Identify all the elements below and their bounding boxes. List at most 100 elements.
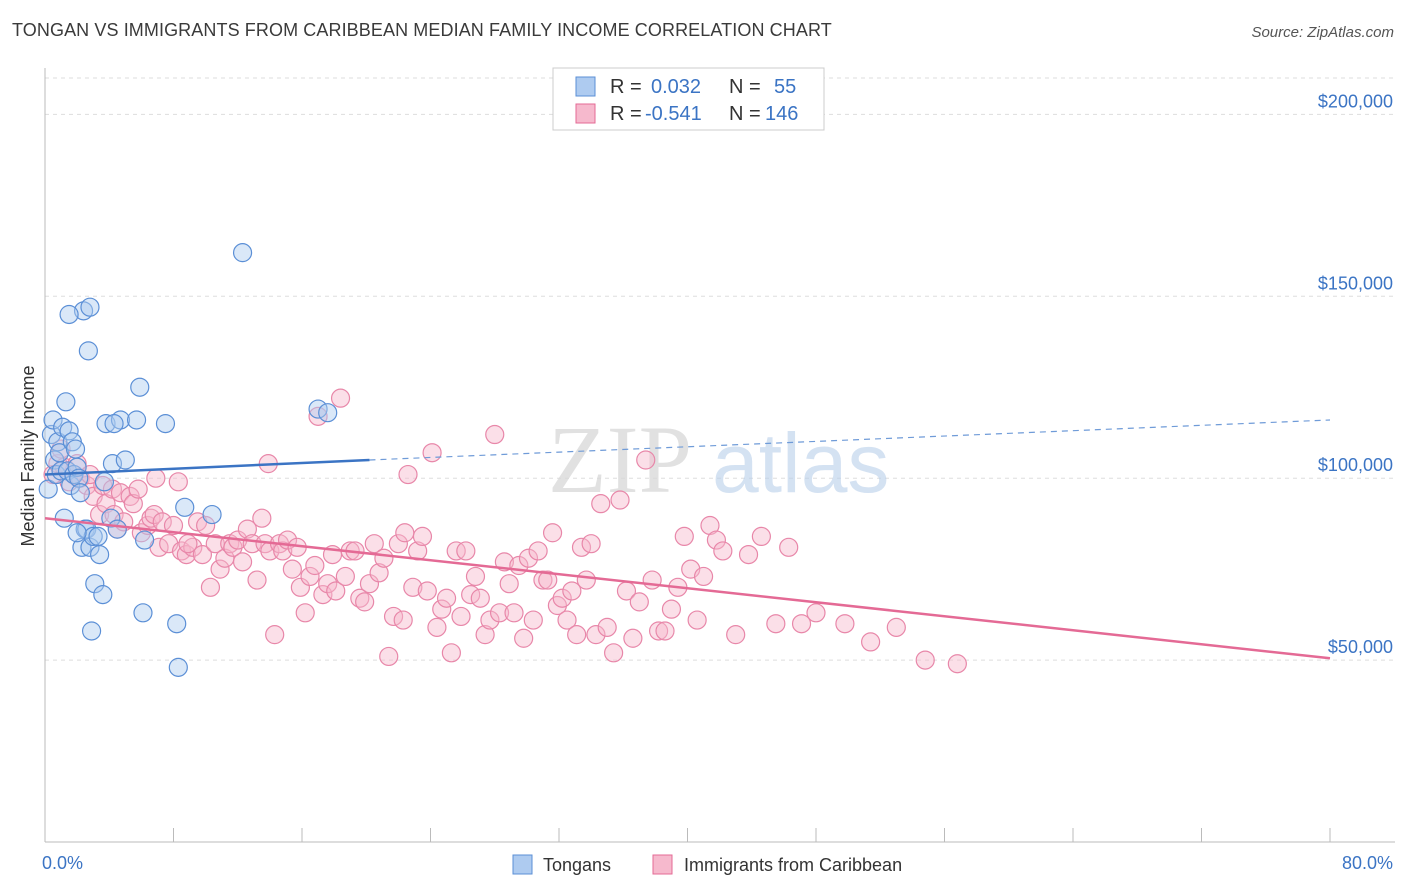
caribbean-point [313,585,333,605]
caribbean-point [364,534,384,554]
caribbean-point [146,468,166,488]
tongans-point [81,621,102,641]
caribbean-point [485,424,505,445]
watermark-atlas: atlas [712,416,889,510]
caribbean-point [441,643,461,663]
tongans-point [90,544,110,565]
axes [44,68,1395,843]
caribbean-point [247,570,267,590]
watermark: ZIP atlas [548,406,889,513]
caribbean-point [886,617,906,637]
caribbean-point [300,566,320,587]
caribbean-point [947,654,967,674]
caribbean-point [557,610,577,630]
caribbean-point [806,603,826,623]
caribbean-point [687,610,707,630]
trend-lines [44,419,1331,660]
tongans-point [115,450,135,470]
legend-r-value-1: 0.032 [651,76,701,98]
tongans-point [85,574,105,594]
tongans-point [43,410,63,430]
caribbean-point [475,625,495,645]
x-tick-label: 0.0% [42,853,83,873]
caribbean-point [693,566,714,587]
caribbean-point [610,490,630,510]
tongans-point [83,526,103,547]
y-tick-label: $200,000 [1318,91,1393,111]
caribbean-point [706,530,727,550]
caribbean-point [461,585,481,605]
caribbean-point [655,621,675,641]
caribbean-point [636,450,656,470]
caribbean-point [591,494,611,514]
tongans-point [80,537,100,557]
caribbean-trend-line [44,516,1331,660]
tongans-point [96,414,116,434]
tongans-point [70,483,90,503]
source-note: Source: ZipAtlas.com [1251,24,1394,41]
tongans-point [104,414,124,434]
caribbean-point [432,599,452,619]
y-tick-label: $50,000 [1328,637,1393,657]
caribbean-point [237,519,257,539]
y-tick-label: $150,000 [1318,273,1393,293]
caribbean-point [451,606,471,627]
tongans-point [308,399,328,419]
chart-title: TONGAN VS IMMIGRANTS FROM CARIBBEAN MEDI… [12,20,832,40]
caribbean-point [465,566,486,587]
tongans-point [93,585,113,605]
caribbean-point [779,537,799,557]
tongans-point [110,410,131,430]
caribbean-point [422,443,442,463]
tongans-point [78,341,98,361]
caribbean-point [252,508,272,528]
y-axis-title: Median Family Income [18,365,38,546]
caribbean-point [290,577,310,597]
caribbean-point [326,581,346,601]
tongans-point [80,297,100,317]
caribbean-point [210,559,230,579]
caribbean-point [586,625,606,645]
caribbean-point [104,504,124,525]
caribbean-point [835,614,855,634]
caribbean-point [123,494,143,514]
caribbean-point [538,570,558,590]
caribbean-point [713,541,733,561]
caribbean-point [295,603,315,623]
caribbean-point [915,650,935,670]
tick-labels: $50,000 $100,000 $150,000 $200,000 0.0% 80.0% [42,91,1393,873]
caribbean-point [308,406,328,426]
caribbean-point [163,515,184,536]
caribbean-point [383,606,404,627]
caribbean-point [571,537,592,557]
legend-n-label-1: N = [729,76,761,98]
tongans-point [61,475,81,496]
series-caribbean-points [43,388,967,674]
caribbean-point [542,523,563,543]
tongans-point [134,530,155,550]
tongans-point [73,301,94,321]
caribbean-point [470,588,490,608]
tongans-point [77,519,97,539]
tongans-point [59,304,79,325]
tongans-point [232,243,253,263]
caribbean-point [518,548,539,568]
caribbean-point [388,534,408,554]
legend-swatch-tongans [575,76,596,97]
tongans-point [167,614,187,634]
legend-swatch-caribbean [575,103,596,124]
caribbean-point [494,552,514,572]
caribbean-point [499,574,519,594]
caribbean-point [200,577,221,597]
tongans-point [101,508,121,528]
caribbean-point [178,534,198,554]
legend-box: R = 0.032 N = 55 R = -0.541 N = 146 [552,67,825,131]
tongans-point [51,461,71,481]
caribbean-point [393,610,413,630]
caribbean-point [597,617,617,637]
caribbean-point [417,581,437,601]
caribbean-point [661,599,682,619]
legend-n-label-2: N = [729,103,761,125]
caribbean-point [766,614,786,634]
caribbean-point [265,625,285,645]
